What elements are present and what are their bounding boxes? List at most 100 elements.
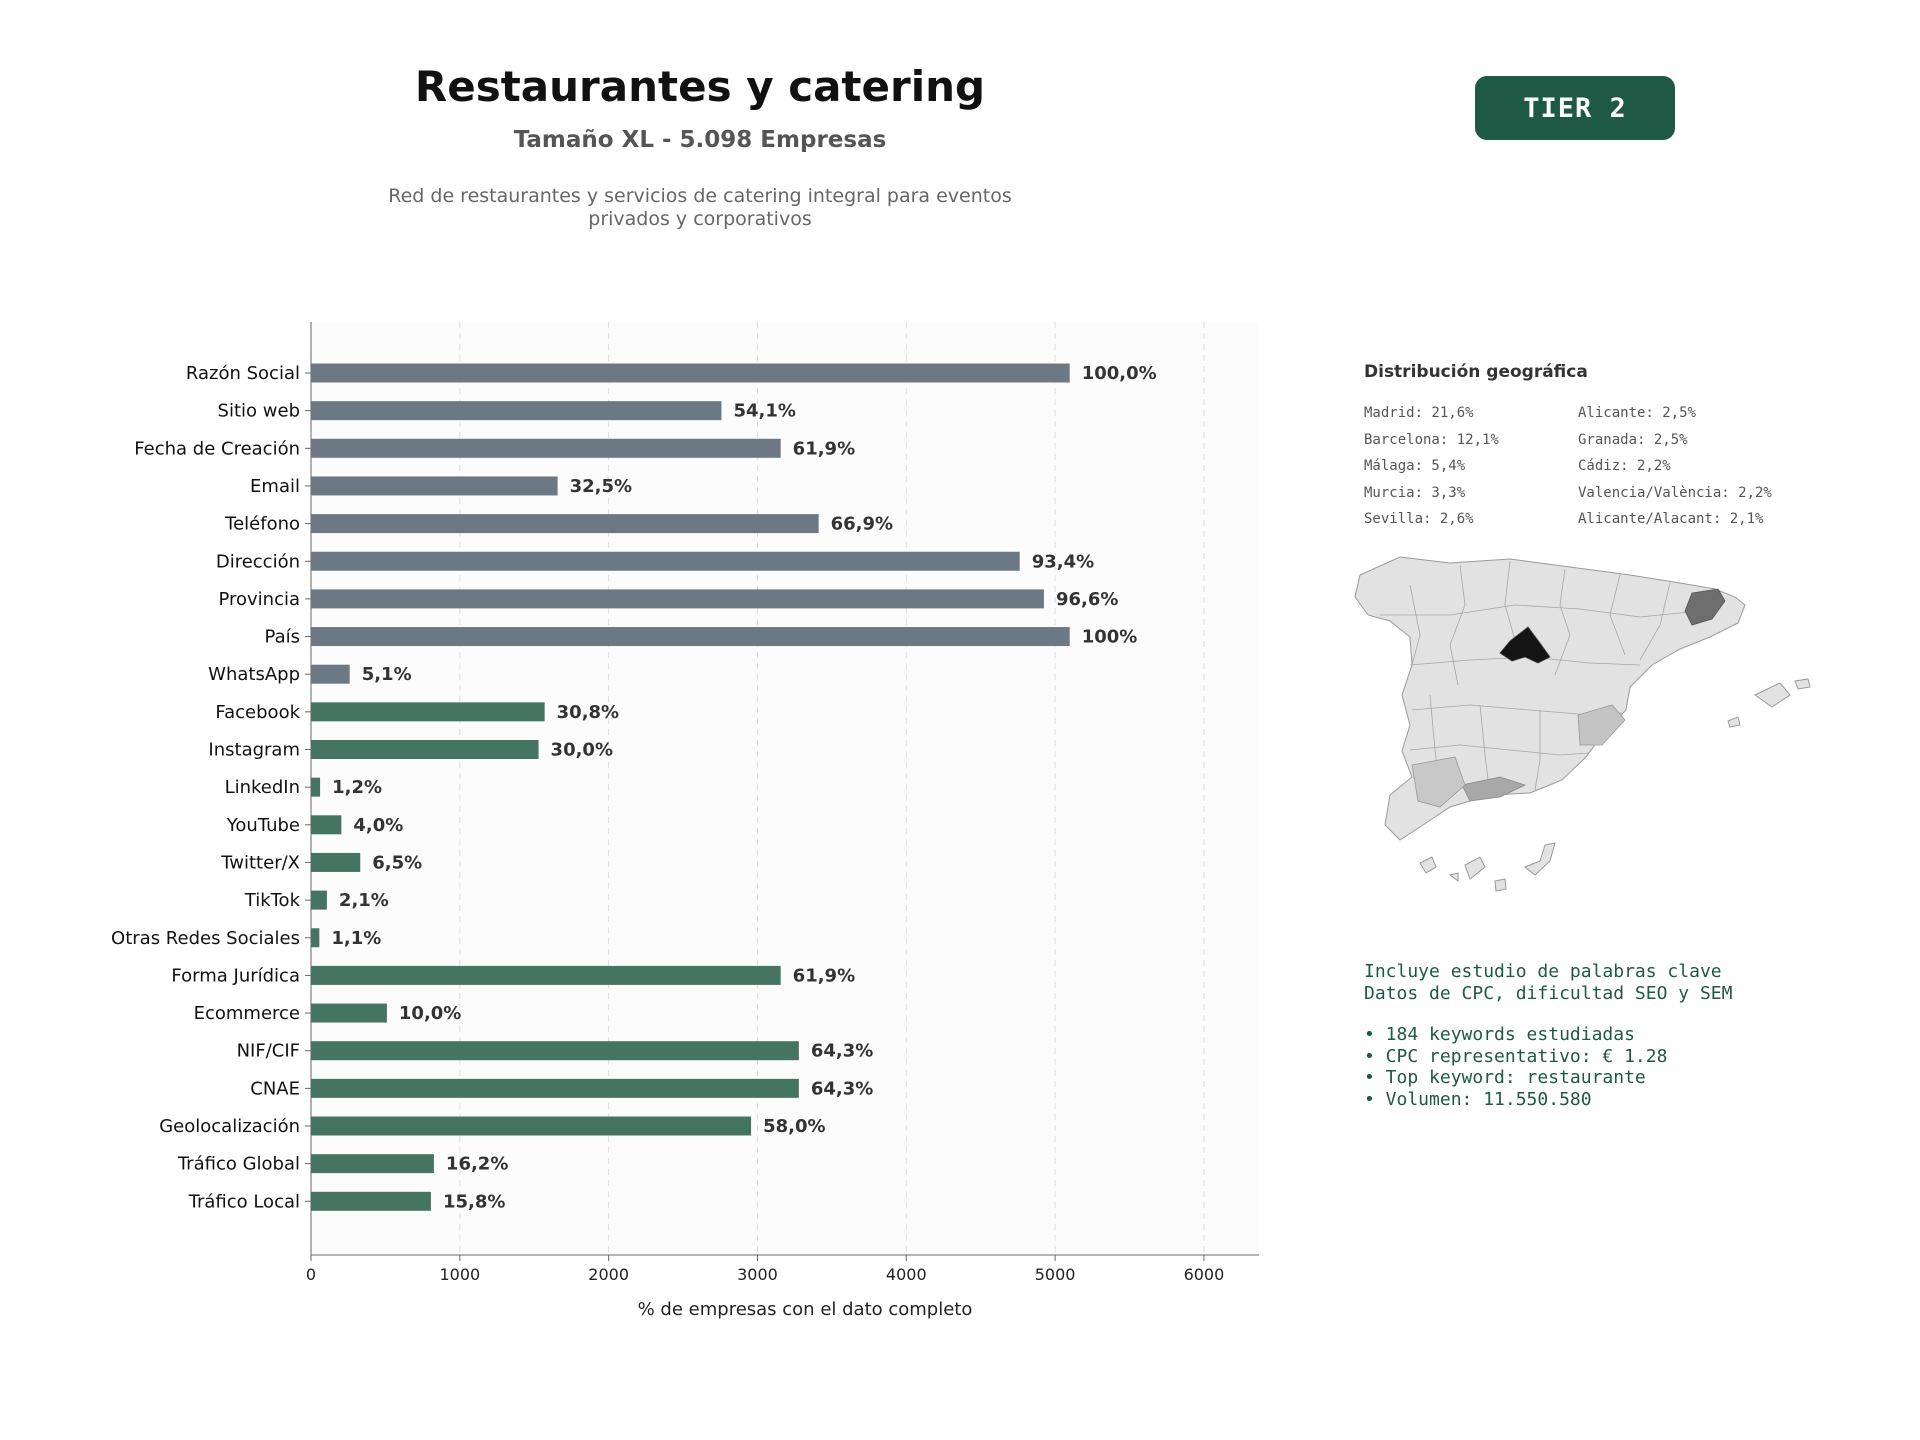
bar — [311, 1116, 752, 1136]
data-label: 64,3% — [811, 1078, 873, 1099]
bar — [311, 852, 361, 872]
data-label: 66,9% — [831, 514, 893, 535]
y-tick-label: Fecha de Creación — [134, 438, 300, 459]
y-tick-label: Razón Social — [186, 363, 300, 384]
data-label: 100% — [1082, 627, 1138, 648]
data-label: 2,1% — [339, 890, 389, 911]
geo-entry: Alicante: 2,5% — [1578, 405, 1697, 421]
seo-bullet: • Volumen: 11.550.580 — [1364, 1088, 1592, 1110]
x-tick-label: 3000 — [737, 1265, 778, 1284]
description-line-1: Red de restaurantes y servicios de cater… — [388, 185, 1012, 207]
data-label: 30,8% — [557, 702, 619, 723]
seo-info: Incluye estudio de palabras clave Datos … — [1364, 961, 1732, 1110]
data-label: 6,5% — [372, 852, 422, 873]
geo-entry: Murcia: 3,3% — [1364, 484, 1466, 501]
data-label: 58,0% — [763, 1116, 825, 1137]
description-line-2: privados y corporativos — [588, 208, 812, 230]
x-tick-label: 2000 — [588, 1265, 629, 1284]
x-tick-label: 6000 — [1184, 1265, 1225, 1284]
geo-list-col2: Alicante: 2,5% Granada: 2,5% Cádiz: 2,2%… — [1578, 400, 1772, 533]
y-tick-label: CNAE — [250, 1078, 300, 1099]
y-tick-label: Tráfico Global — [177, 1154, 300, 1175]
bar — [311, 890, 327, 910]
data-label: 61,9% — [793, 438, 855, 459]
x-axis-label: % de empresas con el dato completo — [638, 1299, 973, 1320]
data-label: 5,1% — [362, 664, 412, 685]
bar — [311, 1078, 799, 1098]
y-tick-label: Teléfono — [224, 514, 300, 535]
bar — [311, 1154, 434, 1174]
geo-distribution-title: Distribución geográfica — [1364, 362, 1588, 382]
seo-line-2: Datos de CPC, dificultad SEO y SEM — [1364, 982, 1733, 1004]
y-tick-label: Provincia — [218, 589, 300, 610]
spain-choropleth-map — [1354, 556, 1811, 892]
x-tick-label: 0 — [306, 1265, 316, 1284]
page-title: Restaurantes y catering — [414, 62, 986, 111]
geo-entry: Valencia/València: 2,2% — [1578, 484, 1772, 501]
bar — [311, 551, 1020, 571]
x-tick-label: 5000 — [1035, 1265, 1076, 1284]
y-tick-label: Twitter/X — [220, 852, 300, 873]
bar — [311, 627, 1070, 647]
madrid-region — [1499, 626, 1551, 664]
bar — [311, 740, 539, 759]
bar — [311, 928, 320, 948]
y-tick-label: Geolocalización — [159, 1116, 300, 1137]
bar-chart: 0 1000 2000 3000 4000 5000 6000 % de empresas c… — [111, 322, 1259, 1320]
y-tick-label: WhatsApp — [208, 664, 300, 685]
canary-islands — [1419, 842, 1556, 892]
tier-badge: TIER 2 — [1475, 76, 1675, 140]
data-label: 93,4% — [1032, 551, 1094, 572]
y-tick-label: TikTok — [244, 890, 301, 911]
y-tick-label: Otras Redes Sociales — [111, 928, 300, 949]
y-tick-label: NIF/CIF — [237, 1041, 300, 1062]
bar — [311, 815, 342, 835]
y-tick-label: Sitio web — [218, 401, 300, 422]
bar — [311, 1041, 799, 1061]
y-tick-label: LinkedIn — [225, 777, 300, 798]
data-label: 100,0% — [1082, 363, 1157, 384]
bar — [311, 777, 321, 797]
bar — [311, 401, 722, 421]
data-label: 15,8% — [443, 1191, 505, 1212]
seo-line-1: Incluye estudio de palabras clave — [1364, 961, 1722, 982]
geo-entry: Alicante/Alacant: 2,1% — [1578, 511, 1764, 527]
geo-list-col1: Madrid: 21,6% Barcelona: 12,1% Málaga: 5… — [1364, 400, 1499, 533]
geo-entry: Cádiz: 2,2% — [1578, 458, 1671, 474]
y-tick-label: Tráfico Local — [188, 1191, 300, 1212]
bar — [311, 438, 781, 458]
data-label: 16,2% — [446, 1154, 508, 1175]
y-tick-label: Forma Jurídica — [171, 965, 300, 986]
y-tick-label: Email — [250, 476, 300, 497]
bar — [311, 589, 1044, 609]
geo-entry: Madrid: 21,6% — [1364, 405, 1474, 421]
y-tick-label: País — [265, 627, 300, 648]
y-tick-label: YouTube — [226, 815, 300, 836]
seo-bullet: • CPC representativo: € 1.28 — [1364, 1045, 1668, 1067]
x-tick-label: 4000 — [886, 1265, 927, 1284]
bar — [311, 664, 350, 684]
data-label: 96,6% — [1056, 589, 1118, 610]
data-label: 30,0% — [551, 740, 613, 761]
data-label: 1,1% — [331, 928, 381, 949]
sevilla-region — [1411, 756, 1466, 808]
y-tick-label: Dirección — [216, 551, 300, 572]
geo-entry: Barcelona: 12,1% — [1364, 431, 1499, 448]
x-tick-label: 1000 — [439, 1265, 480, 1284]
bar — [311, 702, 545, 722]
geo-entry: Sevilla: 2,6% — [1364, 511, 1474, 527]
barcelona-region — [1684, 588, 1726, 626]
y-tick-label: Facebook — [215, 702, 300, 723]
data-label: 61,9% — [793, 965, 855, 986]
page-subtitle: Tamaño XL - 5.098 Empresas — [513, 127, 887, 153]
data-label: 54,1% — [733, 401, 795, 422]
data-label: 32,5% — [570, 476, 632, 497]
murcia-region — [1577, 704, 1626, 746]
bar — [311, 965, 781, 985]
bar — [311, 476, 558, 496]
spain-mainland — [1354, 556, 1746, 841]
bar — [311, 514, 819, 534]
bar — [311, 1003, 387, 1023]
geo-entry: Málaga: 5,4% — [1364, 458, 1466, 474]
y-tick-label: Ecommerce — [194, 1003, 300, 1024]
